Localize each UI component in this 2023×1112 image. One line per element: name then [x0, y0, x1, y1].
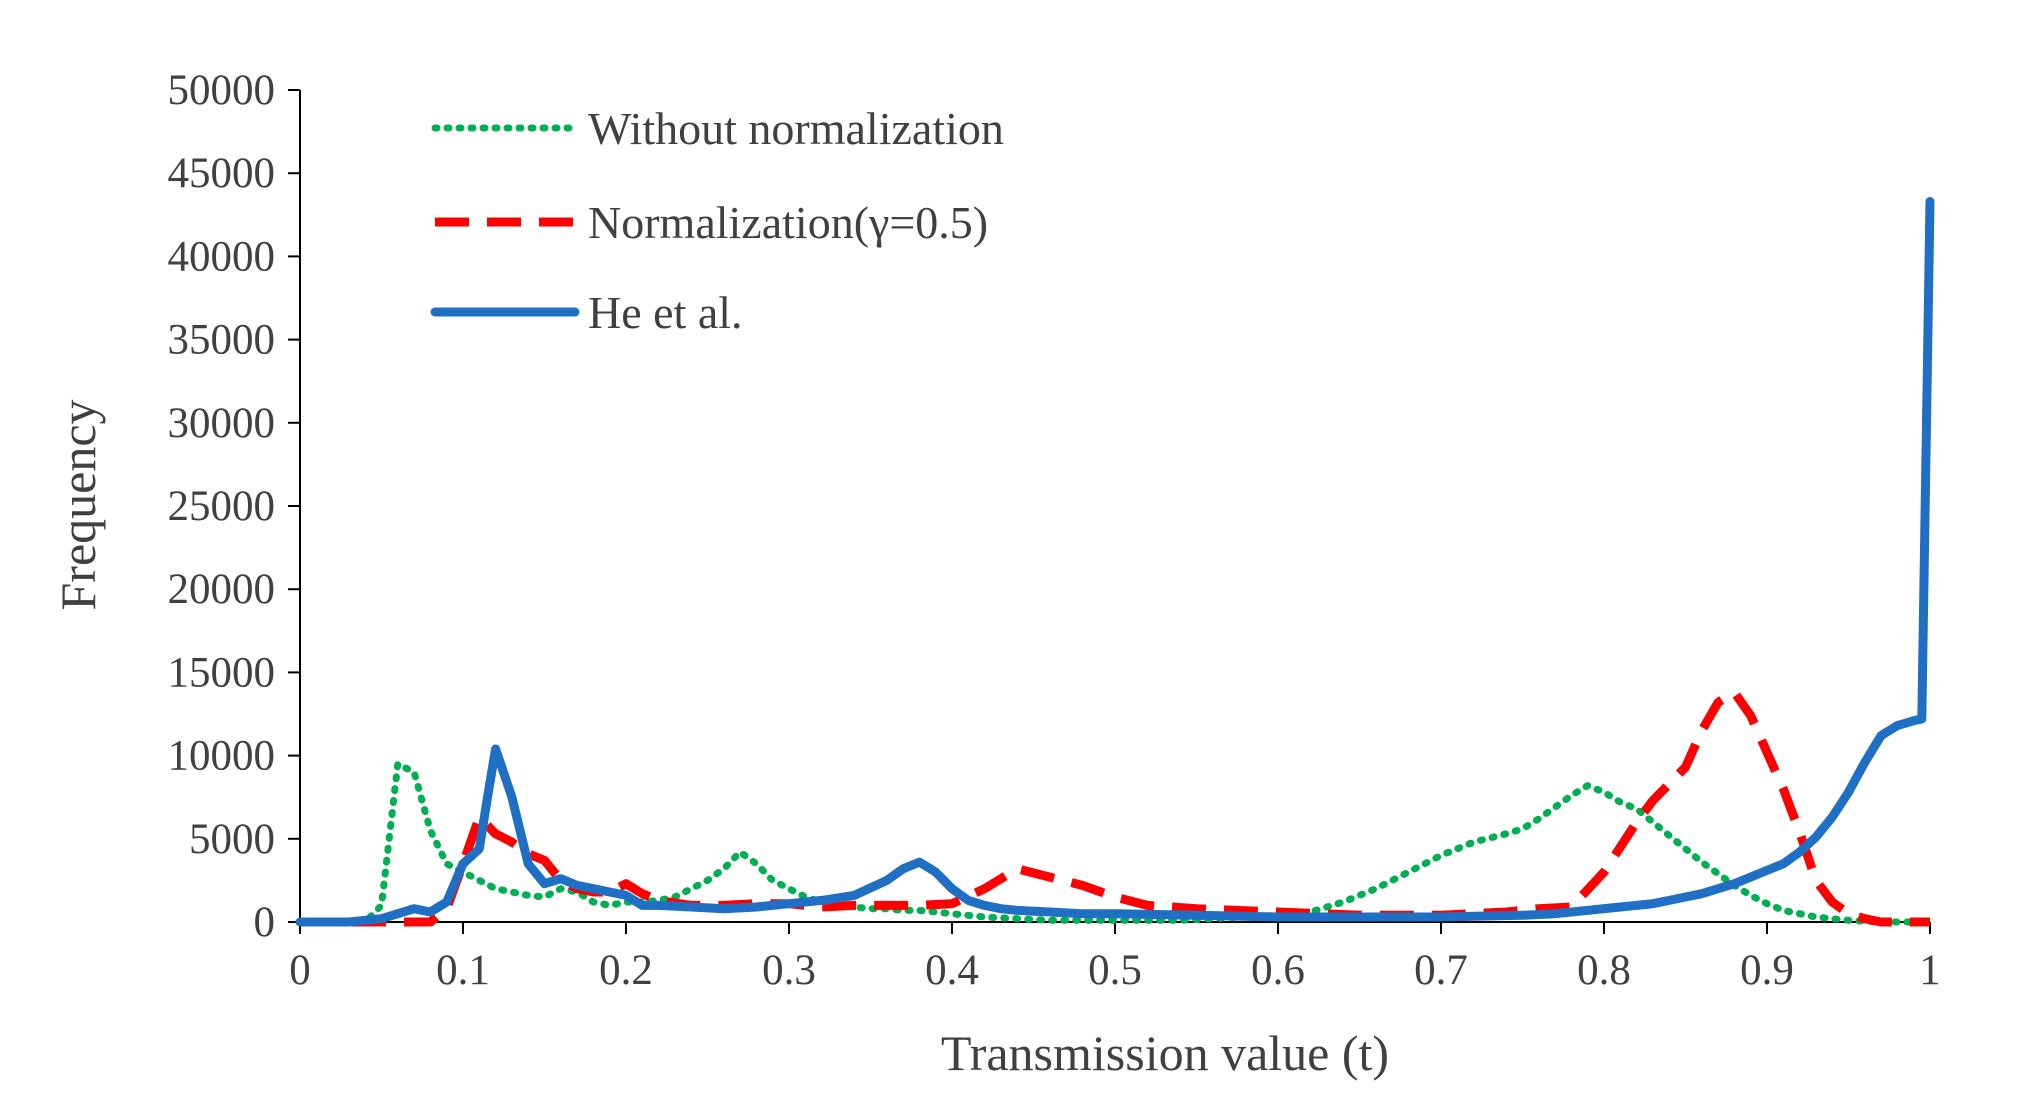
y-axis-title: Frequency — [50, 399, 106, 610]
series-line-he-et-al — [295, 197, 1935, 927]
y-tick-label: 40000 — [168, 233, 276, 280]
x-axis: 0 0.1 0.2 0.3 0.4 0.5 0.6 0.7 0.8 0.9 1 — [289, 921, 1941, 994]
y-tick-label: 50000 — [168, 67, 276, 114]
x-tick-label: 1 — [1919, 947, 1941, 994]
y-tick-label: 25000 — [168, 483, 276, 530]
y-tick-label: 35000 — [168, 317, 276, 364]
y-axis: 0 5000 10000 15000 20000 25000 30000 35000 40000… — [168, 67, 301, 946]
x-tick-label: 0.5 — [1088, 947, 1142, 994]
x-tick-label: 0.6 — [1251, 947, 1305, 994]
x-tick-label: 0.9 — [1740, 947, 1794, 994]
x-tick-label: 0.4 — [925, 947, 979, 994]
y-tick-label: 0 — [254, 899, 276, 946]
x-tick-label: 0.7 — [1414, 947, 1468, 994]
y-tick-label: 10000 — [168, 733, 276, 780]
y-tick-label: 45000 — [168, 150, 276, 197]
legend-label: He et al. — [588, 287, 743, 338]
x-tick-label: 0.3 — [762, 947, 816, 994]
legend-label: Without normalization — [588, 103, 1004, 154]
x-tick-label: 0.2 — [599, 947, 653, 994]
y-tick-label: 30000 — [168, 400, 276, 447]
y-tick-label: 20000 — [168, 566, 276, 613]
legend: Without normalization Normalization(γ=0.5… — [430, 103, 1004, 338]
y-tick-label: 5000 — [189, 816, 275, 863]
series-line-normalization-0-5 — [300, 687, 1930, 927]
series-layer — [295, 197, 1935, 927]
x-tick-label: 0 — [289, 947, 311, 994]
x-tick-label: 0.8 — [1577, 947, 1631, 994]
legend-label: Normalization(γ=0.5) — [588, 197, 988, 248]
y-tick-label: 15000 — [168, 649, 276, 696]
x-axis-title: Transmission value (t) — [941, 1025, 1389, 1081]
series-line-without-normalization — [296, 760, 1934, 926]
x-tick-label: 0.1 — [436, 947, 490, 994]
